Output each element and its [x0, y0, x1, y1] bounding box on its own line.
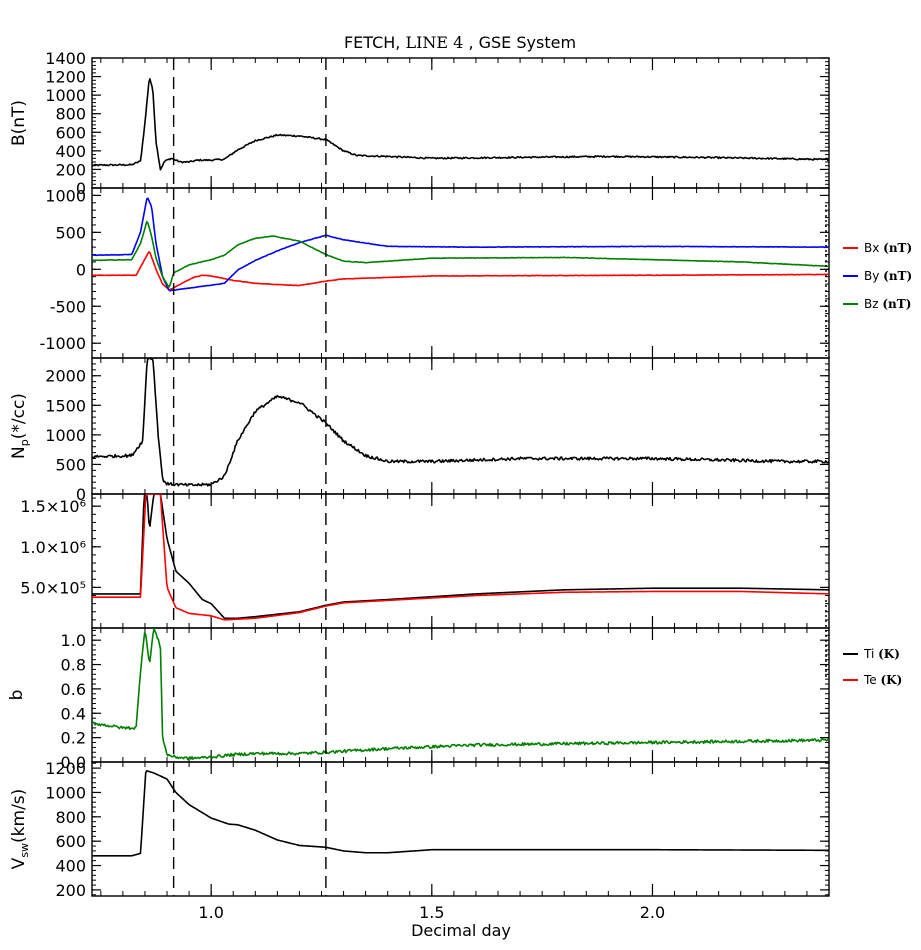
panel-Vsw: 200 400 600 800 1000 1200 [45, 759, 830, 900]
panels-layer: 0200400600800100012001400-1000-500050010… [7, 49, 830, 922]
legend-b-unit: (nT) [882, 297, 911, 311]
np-label-main: N [9, 446, 29, 459]
series-line [92, 78, 829, 171]
beta-label-text: b [7, 690, 27, 701]
title-post: , GSE System [468, 33, 576, 52]
legend-layer: Bx (nT)By (nT)Bz (nT)Ti (K)Te (K) [825, 205, 912, 687]
panel-T: 5.0×10⁵ 1.0×10⁶ 1.5×10⁶ [20, 493, 830, 629]
y-tick-label: 1.0×10⁶ [20, 538, 86, 557]
y-tick-label: 1200 [45, 759, 86, 778]
y-tick-label: 1.0 [61, 631, 86, 650]
legend-t-label: Ti (K) [863, 647, 900, 661]
legend-t-name: Te [863, 673, 881, 687]
y-tick-label: 2000 [45, 367, 86, 386]
series-line-by [92, 197, 829, 292]
panel-frame [91, 187, 830, 359]
legend-t-name: Ti [863, 647, 878, 661]
panel-beta: 0.0 0.2 0.4 0.6 0.8 1.0 [61, 627, 830, 772]
y-tick-label: 0 [76, 260, 86, 279]
panel-frame [91, 761, 830, 897]
y-tick-label: 1500 [45, 396, 86, 415]
y-tick-label: 1000 [45, 426, 86, 445]
y-tick-label: 600 [55, 832, 86, 851]
panel-Bxyz: -1000 -500 0 500 1000 [40, 186, 830, 359]
y-tick-label: 0.8 [61, 656, 86, 675]
series-group [92, 628, 829, 761]
vsw-axis-label: Vsw(km/s) [9, 789, 31, 870]
v-label-sub: sw [18, 843, 31, 858]
series-group [92, 494, 829, 621]
legend-b-unit: (nT) [883, 241, 912, 255]
y-tick-label: 5.0×10⁵ [20, 578, 86, 597]
y-tick-label: 0 [76, 485, 86, 504]
y-tick-label: 0.4 [61, 704, 86, 723]
x-tick-label: 1.5 [419, 903, 444, 922]
y-tick-label: -1000 [40, 334, 87, 353]
y-tick-label: 1000 [45, 783, 86, 802]
legend-b-name: Bx [864, 241, 883, 255]
np-axis-label: Np(*/cc) [9, 393, 31, 459]
legend-b-label: By (nT) [864, 269, 912, 283]
v-label-rest: (km/s) [9, 789, 29, 843]
series-line [92, 770, 829, 857]
panel-frame [91, 357, 830, 495]
y-tick-label: 1000 [45, 86, 86, 105]
y-tick-label: 200 [55, 160, 86, 179]
legend-b-name: Bz [864, 297, 882, 311]
legend-b-name: By [864, 269, 883, 283]
title-pre: FETCH, [344, 33, 400, 52]
y-tick-label: 0 [76, 179, 86, 198]
series-group [92, 770, 829, 857]
y-tick-label: 400 [55, 142, 86, 161]
series-line-te [92, 494, 829, 621]
series-group [92, 358, 829, 487]
v-label-main: V [9, 857, 29, 869]
y-tick-label: 1000 [45, 186, 86, 205]
np-label-sub: p [18, 439, 31, 446]
y-tick-label: 1400 [45, 49, 86, 68]
b-axis-label-text: B(nT) [9, 100, 29, 146]
series-line-bz [92, 220, 829, 288]
series-line-bx [92, 251, 829, 291]
y-tick-label: 0.6 [61, 680, 86, 699]
y-tick-label: 400 [55, 857, 86, 876]
series-line [92, 358, 829, 487]
panel-frame [91, 57, 830, 189]
title-mid: LINE 4 [405, 33, 463, 52]
beta-axis-label: b [7, 690, 27, 701]
y-tick-label: 500 [55, 223, 86, 242]
y-tick-label: 800 [55, 808, 86, 827]
x-tick-label: 1.0 [198, 903, 223, 922]
legend-b-label: Bz (nT) [864, 297, 911, 311]
x-axis-label: Decimal day [411, 921, 511, 940]
legend-t-unit: (K) [881, 673, 903, 687]
panel-frame [91, 493, 830, 629]
y-tick-label: 800 [55, 105, 86, 124]
series-group [92, 78, 829, 171]
np-label-rest: (*/cc) [9, 393, 29, 439]
y-tick-label: 1200 [45, 68, 86, 87]
legend-b-label: Bx (nT) [864, 241, 912, 255]
figure-title: FETCH, LINE 4 , GSE System [344, 33, 576, 52]
legend-t-label: Te (K) [863, 673, 902, 687]
panel-Np: 0 500 1000 1500 2000 [45, 357, 830, 504]
legend-t-unit: (K) [878, 647, 900, 661]
b-axis-label: B(nT) [9, 100, 29, 146]
y-tick-label: 500 [55, 455, 86, 474]
x-tick-label: 2.0 [640, 903, 665, 922]
series-line [92, 628, 829, 761]
y-tick-label: 0.0 [61, 753, 86, 772]
y-tick-label: 600 [55, 123, 86, 142]
legend-b-unit: (nT) [883, 269, 912, 283]
y-tick-label: 0.2 [61, 729, 86, 748]
y-tick-label: 1.5×10⁶ [20, 497, 86, 516]
series-line-ti [92, 494, 829, 620]
series-group [92, 197, 829, 292]
y-tick-label: -500 [50, 297, 86, 316]
y-tick-label: 200 [55, 881, 86, 900]
